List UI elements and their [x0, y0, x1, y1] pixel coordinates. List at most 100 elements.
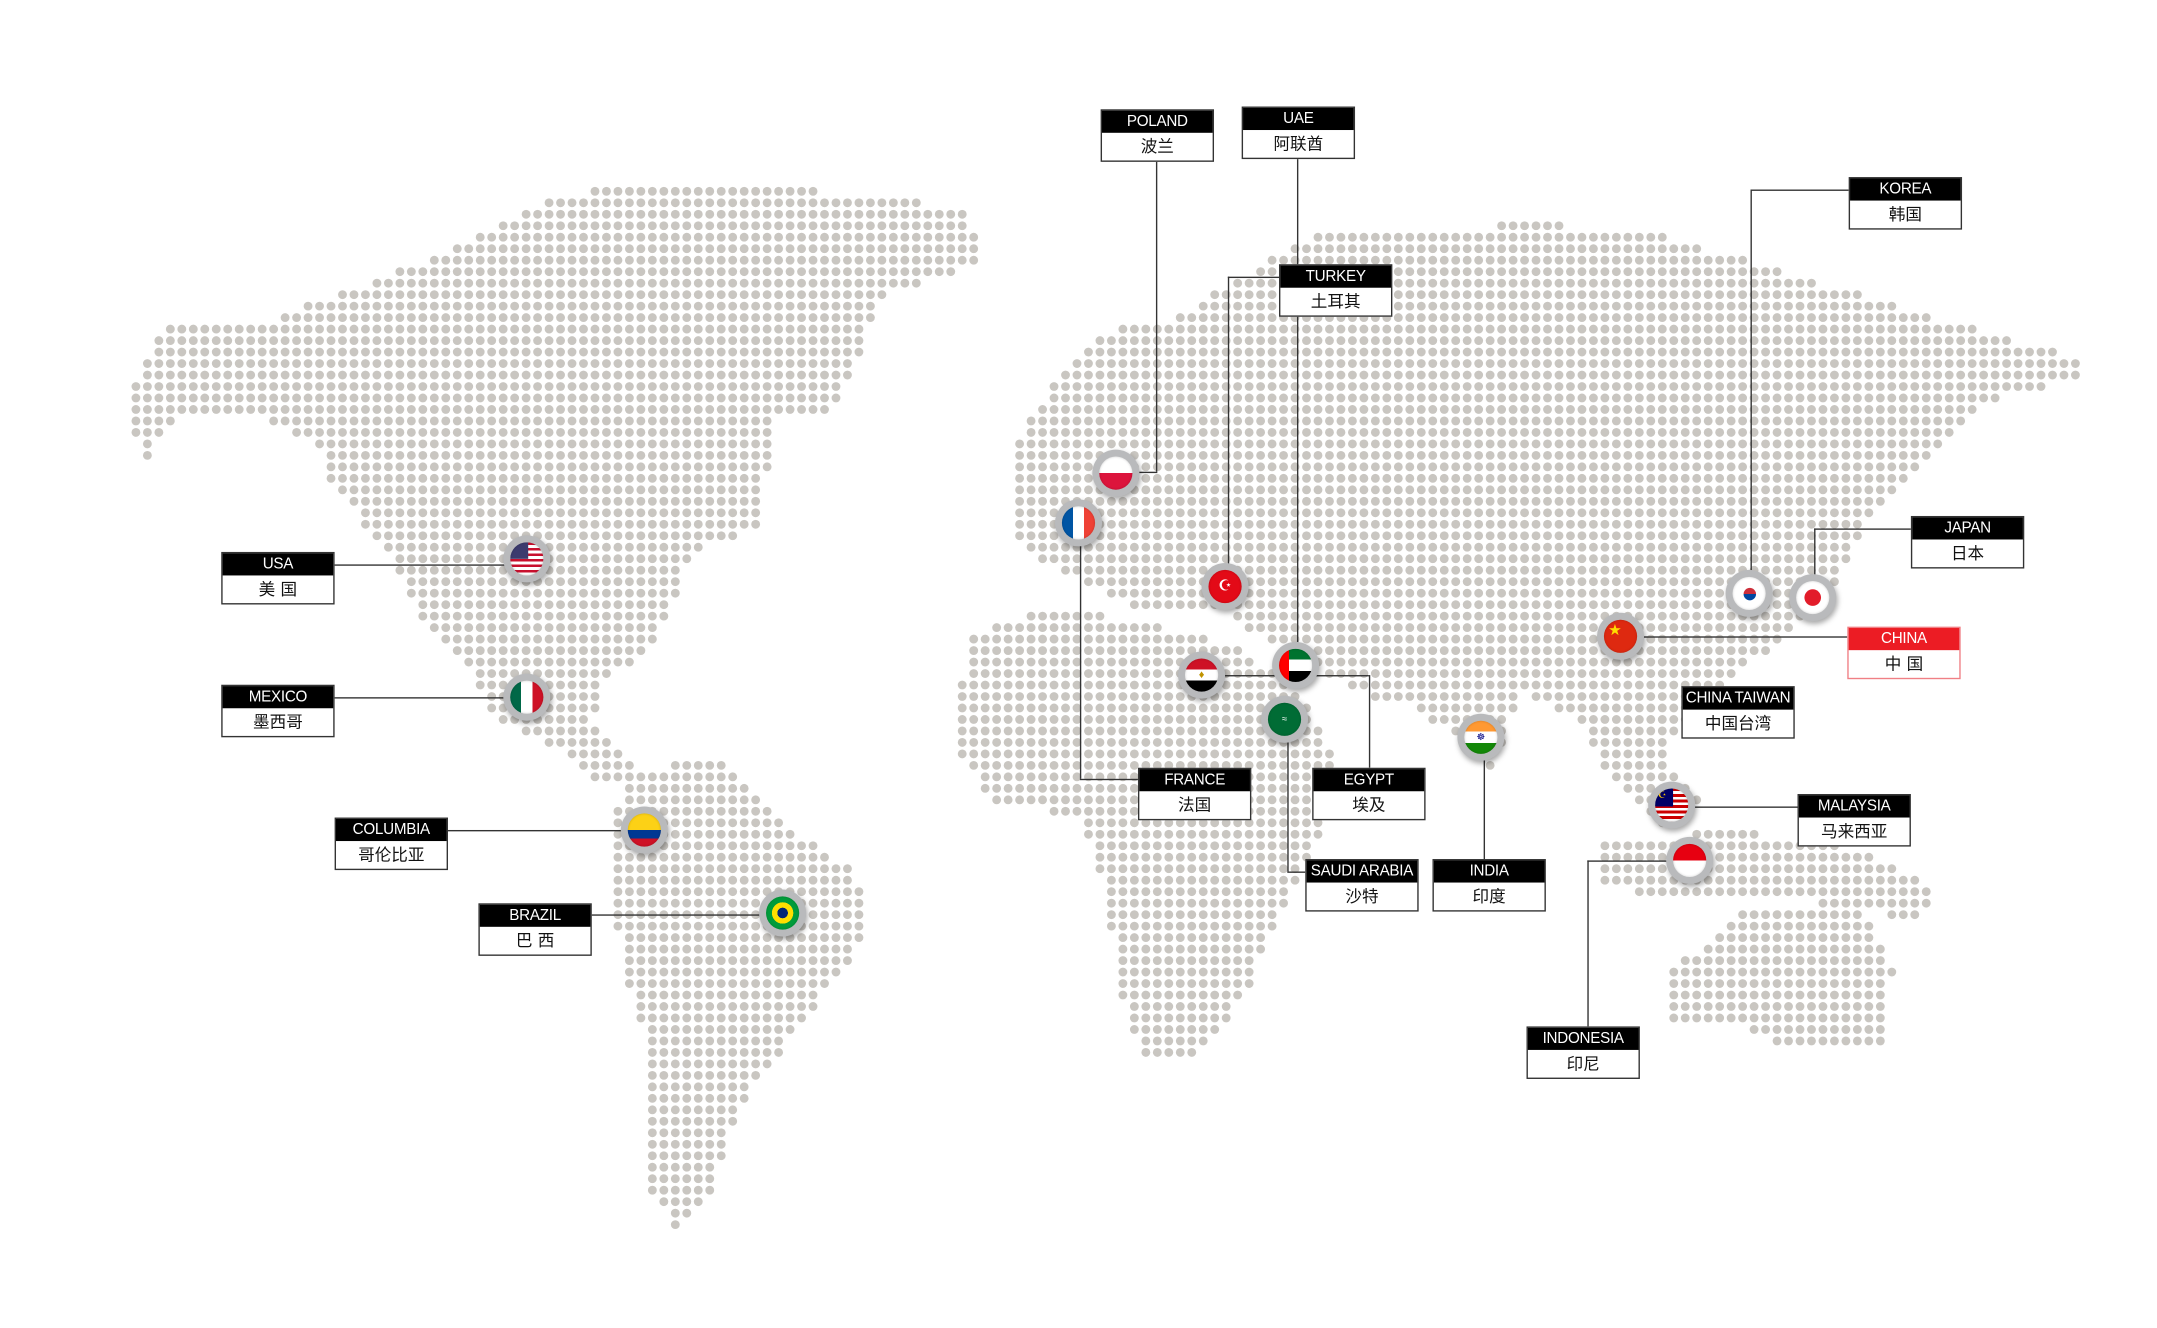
map-dot [464, 405, 474, 414]
map-dot [1703, 485, 1713, 495]
map-dot [762, 290, 772, 300]
map-dot [1325, 577, 1334, 587]
map-dot [1485, 370, 1495, 380]
map-dot [1497, 680, 1507, 690]
map-dot [1588, 669, 1598, 678]
map-dot [1382, 485, 1392, 495]
map-dot [1244, 370, 1254, 380]
map-dot [338, 336, 347, 345]
map-dot [1244, 301, 1254, 311]
map-dot [1313, 485, 1323, 495]
map-dot [1531, 405, 1541, 414]
map-dot [1370, 657, 1380, 667]
map-dot [1451, 669, 1461, 678]
map-dot [865, 198, 875, 208]
map-dot [1061, 565, 1070, 575]
map-dot [670, 221, 680, 231]
map-dot [1784, 508, 1793, 518]
map-dot [636, 623, 646, 633]
map-dot [1841, 473, 1851, 483]
map-dot [1669, 692, 1679, 701]
map-dot [1095, 760, 1105, 770]
map-dot [693, 278, 703, 288]
map-dot [464, 519, 474, 529]
map-dot [670, 290, 680, 300]
map-dot [1784, 290, 1793, 300]
map-dot [1566, 462, 1575, 472]
map-dot [682, 278, 692, 288]
map-dot [269, 359, 279, 368]
map-dot [1313, 473, 1323, 483]
map-dot [1692, 382, 1702, 391]
map-dot [705, 267, 715, 277]
map-dot [464, 336, 474, 345]
map-dot [1336, 611, 1346, 621]
map-dot [1657, 703, 1667, 713]
map-dot [1026, 634, 1036, 644]
map-dot [1198, 393, 1208, 403]
map-dot [1233, 359, 1243, 368]
map-dot [1979, 382, 1989, 391]
map-dot [728, 359, 738, 368]
map-dot [1543, 278, 1552, 288]
map-dot [1347, 588, 1357, 598]
map-dot [510, 347, 520, 357]
map-dot [854, 198, 864, 208]
map-dot [1233, 416, 1243, 426]
map-dot [1175, 692, 1185, 701]
map-dot [659, 783, 669, 793]
map-dot [257, 324, 267, 334]
map-dot [1462, 692, 1472, 701]
map-dot [1210, 760, 1220, 770]
map-dot [1623, 290, 1633, 300]
map-dot [1152, 519, 1162, 529]
map-dot [1095, 737, 1105, 747]
map-dot [1336, 565, 1346, 575]
map-dot [2048, 359, 2057, 368]
map-dot [1887, 439, 1897, 449]
map-dot [1944, 347, 1954, 357]
map-dot [1072, 565, 1082, 575]
map-dot [1049, 405, 1059, 414]
map-dot [1106, 657, 1116, 667]
map-dot [1508, 657, 1518, 667]
map-dot [1669, 324, 1679, 334]
map-dot [544, 450, 554, 460]
map-dot [1256, 496, 1266, 506]
map-dot [1428, 267, 1438, 277]
map-dot [1187, 577, 1197, 587]
map-dot [1680, 450, 1690, 460]
map-dot [475, 646, 485, 655]
map-dot [1669, 577, 1679, 587]
map-dot [1508, 370, 1518, 380]
map-dot [739, 186, 749, 196]
map-dot [338, 427, 347, 437]
map-dot [1600, 313, 1610, 323]
map-dot [1164, 531, 1174, 541]
map-dot [1393, 301, 1403, 311]
map-dot [1084, 462, 1093, 472]
map-dot [728, 450, 738, 460]
map-dot [1416, 508, 1426, 518]
map-dot [1852, 359, 1862, 368]
map-dot [1187, 450, 1197, 460]
map-dot [739, 473, 749, 483]
map-dot [1646, 600, 1656, 610]
map-dot [1738, 462, 1748, 472]
map-dot [1600, 255, 1610, 265]
map-dot [1393, 244, 1403, 254]
map-dot [372, 370, 382, 380]
map-dot [429, 496, 439, 506]
map-dot [1875, 336, 1885, 345]
map-dot [980, 726, 990, 736]
map-dot [1129, 427, 1139, 437]
map-dot [923, 221, 933, 231]
map-dot [1669, 646, 1679, 655]
map-dot [1336, 588, 1346, 598]
map-dot [590, 657, 600, 667]
map-dot [1451, 508, 1461, 518]
map-dot [1061, 737, 1070, 747]
map-dot [1497, 669, 1507, 678]
map-dot [1623, 508, 1633, 518]
map-dot [1543, 336, 1552, 345]
